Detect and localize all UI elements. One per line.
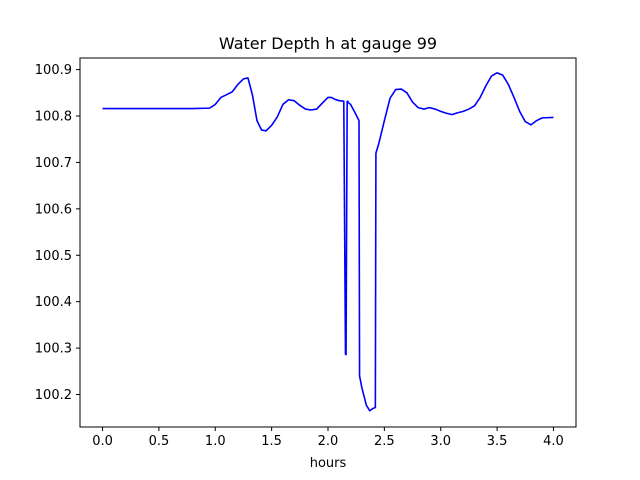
x-tick-label: 2.0	[318, 434, 339, 449]
x-tick-label: 3.5	[487, 434, 508, 449]
y-tick-label: 100.6	[35, 202, 72, 217]
y-tick-label: 100.2	[35, 388, 72, 403]
y-tick-label: 100.3	[35, 342, 72, 357]
x-tick-label: 4.0	[543, 434, 564, 449]
y-tick-label: 100.8	[35, 110, 72, 125]
x-tick-label: 3.0	[430, 434, 451, 449]
x-tick-label: 1.0	[205, 434, 226, 449]
x-tick-label: 0.0	[92, 434, 113, 449]
chart-title: Water Depth h at gauge 99	[219, 34, 437, 53]
y-tick-label: 100.7	[35, 156, 72, 171]
y-tick-label: 100.5	[35, 249, 72, 264]
series-line-0	[102, 72, 554, 412]
data-layer	[102, 72, 554, 412]
x-tick-label: 1.5	[261, 434, 282, 449]
y-axis-ticks: 100.2 100.3 100.4 100.5 100.6 100.7 100.8 100.9	[35, 63, 80, 403]
x-tick-label: 2.5	[374, 434, 395, 449]
x-tick-label: 0.5	[149, 434, 170, 449]
x-axis-label: hours	[310, 456, 347, 471]
y-tick-label: 100.4	[35, 295, 72, 310]
y-tick-label: 100.9	[35, 63, 72, 78]
x-axis-ticks: 0.0 0.5 1.0 1.5 2.0 2.5 3.0 3.5 4.0	[92, 427, 564, 449]
